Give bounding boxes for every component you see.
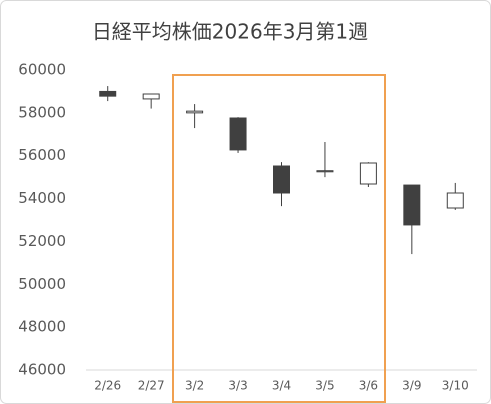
y-tick-label: 54000 [18, 189, 66, 207]
candle-body [273, 165, 290, 194]
x-tick-label: 3/3 [228, 379, 247, 393]
x-tick-label: 3/5 [315, 379, 334, 393]
y-tick-label: 48000 [18, 318, 66, 336]
x-tick-label: 2/27 [138, 379, 165, 393]
x-tick-label: 3/6 [359, 379, 378, 393]
x-tick-label: 2/26 [94, 379, 121, 393]
candle-body [99, 90, 117, 97]
highlight-box [172, 74, 386, 403]
x-tick-label: 3/4 [272, 379, 291, 393]
candle-body [316, 170, 334, 173]
candle-body [403, 184, 421, 226]
y-tick-label: 60000 [18, 61, 66, 79]
candle-body [186, 110, 204, 114]
y-tick-label: 46000 [18, 361, 66, 379]
chart-title: 日経平均株価2026年3月第1週 [92, 20, 368, 44]
x-tick-label: 3/2 [185, 379, 204, 393]
x-tick-label: 3/10 [442, 379, 469, 393]
x-tick-label: 3/9 [402, 379, 421, 393]
y-tick-label: 56000 [18, 146, 66, 164]
y-tick-label: 58000 [18, 103, 66, 121]
y-tick-label: 50000 [18, 275, 66, 293]
candle-body [446, 192, 464, 209]
candle-body [359, 162, 377, 185]
y-tick-label: 52000 [18, 232, 66, 250]
candle-body [229, 117, 247, 151]
candle-body [142, 93, 160, 100]
